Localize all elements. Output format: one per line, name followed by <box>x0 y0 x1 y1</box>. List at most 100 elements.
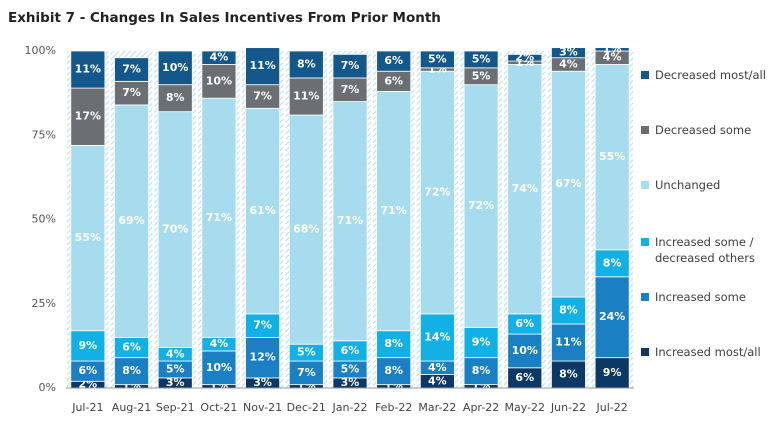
bar-segment <box>419 50 455 69</box>
data-label: 4% <box>428 374 447 387</box>
data-label: 8% <box>297 57 316 70</box>
bar-segment <box>594 64 630 251</box>
bar-segment <box>201 50 237 65</box>
bar-segment <box>551 323 586 362</box>
x-tick-label: Aug-21 <box>112 401 151 414</box>
bar-segment <box>507 64 543 315</box>
bar-segment <box>551 70 586 298</box>
legend-label: Increased most/all <box>655 345 761 359</box>
data-label: 71% <box>206 211 232 224</box>
data-label: 6% <box>515 317 534 330</box>
data-label: 5% <box>297 346 316 359</box>
x-tick-label: Jun-22 <box>550 401 586 414</box>
data-label: 3% <box>166 376 185 389</box>
bar-segment <box>157 111 193 348</box>
data-label: 10% <box>206 74 232 87</box>
legend-label: Decreased some <box>655 123 752 137</box>
y-tick-label: 0% <box>39 381 56 394</box>
bar-segment <box>594 47 630 52</box>
bar-segment <box>70 330 106 362</box>
x-tick-label: May-22 <box>505 401 546 414</box>
legend-swatch <box>641 126 649 134</box>
data-label: 8% <box>472 364 491 377</box>
data-label: 5% <box>428 52 447 65</box>
data-label: 6% <box>384 74 403 87</box>
data-label: 10% <box>162 61 188 74</box>
bar-segment <box>288 114 324 345</box>
bar-segment <box>157 50 193 86</box>
data-label: 4% <box>210 51 229 64</box>
bar-segment <box>201 350 237 386</box>
legend-label: Increased some <box>655 290 746 304</box>
data-label: 7% <box>297 366 316 379</box>
data-label: 4% <box>210 337 229 350</box>
bar-segment <box>463 84 499 328</box>
x-tick-label: Dec-21 <box>287 401 326 414</box>
data-label: 5% <box>166 362 185 375</box>
data-label: 6% <box>515 371 534 384</box>
data-label: 55% <box>599 150 625 163</box>
y-tick-label: 25% <box>32 297 56 310</box>
data-label: 11% <box>249 59 275 72</box>
data-label: 8% <box>384 364 403 377</box>
data-label: 69% <box>118 214 144 227</box>
legend-item: Decreased most/all <box>641 67 766 83</box>
legend-label: Unchanged <box>655 178 721 192</box>
bar-segment <box>594 249 630 278</box>
bar-segment <box>245 337 281 379</box>
x-tick-label: Sep-21 <box>156 401 195 414</box>
data-label: 10% <box>206 361 232 374</box>
data-label: 61% <box>249 204 275 217</box>
data-label: 5% <box>472 52 491 65</box>
chart-title: Exhibit 7 - Changes In Sales Incentives … <box>8 10 441 26</box>
data-label: 10% <box>512 344 538 357</box>
data-label: 24% <box>599 310 625 323</box>
legend-swatch <box>641 71 649 79</box>
x-tick-label: Mar-22 <box>418 401 456 414</box>
data-label: 7% <box>341 59 360 72</box>
data-label: 6% <box>122 341 141 354</box>
bar-segment <box>419 313 455 362</box>
data-label: 74% <box>512 182 538 195</box>
x-tick-label: Nov-21 <box>243 401 282 414</box>
data-label: 9% <box>79 339 98 352</box>
data-label: 3% <box>559 46 578 59</box>
x-tick-label: Jul-21 <box>71 401 103 414</box>
bar-segment <box>376 357 412 386</box>
x-tick-label: Jul-22 <box>596 401 628 414</box>
y-tick-label: 75% <box>32 128 56 141</box>
data-label: 3% <box>253 376 272 389</box>
data-label: 4% <box>559 57 578 70</box>
bar-segment <box>376 50 412 72</box>
data-label: 7% <box>253 319 272 332</box>
data-label: 8% <box>122 364 141 377</box>
bar-segment <box>201 64 237 99</box>
bar-segment <box>551 360 586 389</box>
bar-segment <box>245 47 281 86</box>
data-label: 6% <box>79 364 98 377</box>
data-label: 6% <box>341 344 360 357</box>
data-label: 4% <box>603 51 622 64</box>
data-label: 17% <box>75 110 101 123</box>
legend-label: Increased some / decreased others <box>655 235 755 265</box>
data-label: 9% <box>603 366 622 379</box>
data-label: 8% <box>559 303 578 316</box>
y-tick-label: 50% <box>32 213 56 226</box>
legend-swatch <box>641 238 649 246</box>
data-label: 4% <box>428 361 447 374</box>
x-tick-label: Oct-21 <box>200 401 237 414</box>
legend-item: Increased some <box>641 289 766 305</box>
bar-segment <box>70 50 106 89</box>
legend-item: Increased some / decreased others <box>641 234 766 266</box>
data-label: 55% <box>75 231 101 244</box>
data-label: 68% <box>293 223 319 236</box>
data-label: 8% <box>603 256 622 269</box>
data-label: 7% <box>122 86 141 99</box>
bar-segment <box>463 50 499 69</box>
x-tick-label: Apr-22 <box>463 401 499 414</box>
bar-segment <box>332 53 368 79</box>
bar-segment <box>114 57 149 82</box>
legend-item: Unchanged <box>641 177 766 193</box>
